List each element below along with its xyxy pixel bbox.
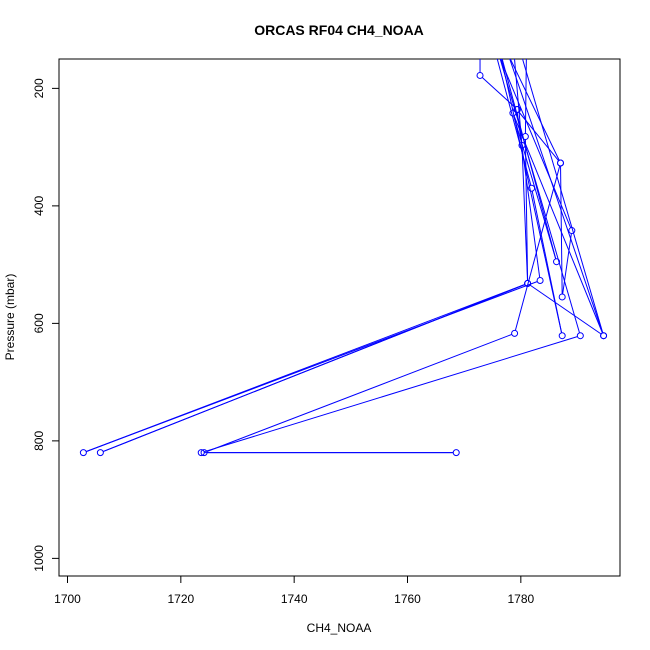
y-tick-label: 400 (32, 196, 46, 216)
data-point (200, 449, 208, 457)
data-point (536, 276, 544, 284)
series-segment (562, 233, 572, 294)
x-axis: 1700 1720 1740 1760 1780 (54, 576, 535, 606)
y-axis: 200 400 600 800 1000 (32, 78, 59, 572)
series-segment (560, 166, 563, 294)
data-point (558, 293, 566, 301)
data-point (452, 449, 460, 457)
series-segment (513, 115, 603, 333)
data-point (600, 332, 608, 340)
data-point (557, 159, 564, 167)
series-segment (499, 59, 572, 228)
series-segment (480, 47, 526, 48)
series-segment (103, 284, 525, 452)
data-point (576, 332, 584, 340)
data-point (518, 141, 526, 149)
series-segment (206, 334, 512, 452)
data-point (558, 332, 566, 340)
y-tick-label: 600 (32, 313, 46, 333)
x-tick-label: 1780 (507, 592, 534, 606)
series-segment (522, 59, 604, 333)
x-tick-label: 1720 (167, 592, 194, 606)
x-axis-label: CH4_NOAA (307, 621, 372, 635)
series-line (86, 40, 604, 454)
series-markers (79, 71, 608, 457)
plot-frame (58, 58, 621, 577)
x-tick-label: 1760 (394, 592, 421, 606)
data-point (511, 329, 519, 337)
series-segment (499, 59, 580, 333)
series-segment (524, 59, 527, 134)
data-point (528, 184, 536, 192)
data-point (524, 279, 532, 287)
series-segment (514, 59, 523, 143)
series-segment (204, 336, 578, 453)
data-point (553, 258, 561, 266)
data-point (79, 449, 87, 457)
x-tick-label: 1740 (281, 592, 308, 606)
series-segment (482, 77, 516, 108)
data-point (509, 109, 517, 117)
data-point (521, 133, 529, 141)
series-segment (509, 59, 560, 161)
series-segment (524, 139, 529, 281)
data-point (568, 227, 576, 235)
y-tick-label: 1000 (32, 545, 46, 572)
series-segment (529, 284, 602, 335)
series-segment (501, 59, 563, 333)
data-point (513, 106, 521, 114)
series-segment (521, 148, 528, 281)
y-tick-label: 800 (32, 431, 46, 451)
y-tick-label: 200 (32, 78, 46, 98)
x-tick-label: 1700 (54, 592, 81, 606)
data-point (476, 71, 484, 79)
series-segment (509, 59, 604, 333)
data-point (197, 449, 205, 457)
series-segment (86, 284, 525, 452)
y-axis-label: Pressure (mbar) (3, 274, 17, 361)
series-segment (514, 165, 561, 331)
series-segment (496, 59, 532, 186)
series-segment (513, 40, 521, 53)
data-point (96, 449, 104, 457)
chart-title: ORCAS RF04 CH4_NOAA (254, 22, 424, 38)
